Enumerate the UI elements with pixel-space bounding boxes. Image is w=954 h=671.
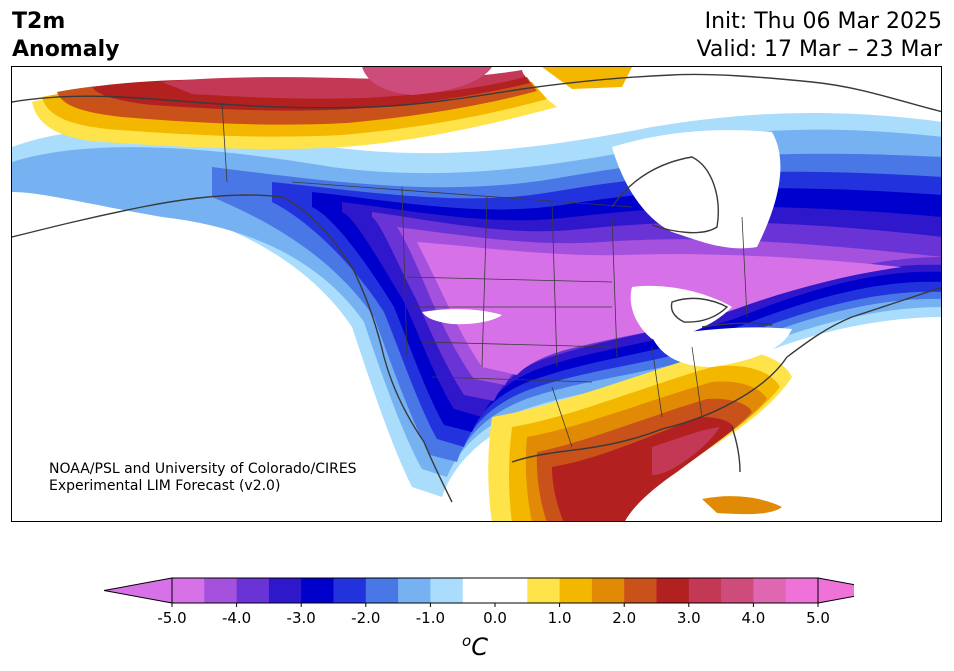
colorbar-tick-label: 4.0	[741, 609, 765, 627]
colorbar-segment	[753, 578, 787, 603]
title-line-2: Anomaly	[12, 37, 120, 62]
colorbar-tick-label: -3.0	[287, 609, 316, 627]
colorbar-unit: oC	[462, 632, 488, 661]
credit-line-1: NOAA/PSL and University of Colorado/CIRE…	[49, 461, 357, 477]
init-date: Init: Thu 06 Mar 2025	[704, 9, 942, 34]
colorbar-segment	[333, 578, 367, 603]
colorbar-segment	[688, 578, 722, 603]
credit-line-2: Experimental LIM Forecast (v2.0)	[49, 478, 281, 494]
forecast-dates: Init: Thu 06 Mar 2025 Valid: 17 Mar – 23…	[697, 8, 942, 64]
colorbar-segment	[462, 578, 496, 603]
colorbar-tick-label: 3.0	[677, 609, 701, 627]
colorbar-segment	[204, 578, 238, 603]
colorbar-segment	[365, 578, 399, 603]
warm-anomaly-south	[488, 350, 792, 521]
plot-title: T2m Anomaly	[12, 8, 119, 64]
colorbar-segment	[430, 578, 464, 603]
colorbar-segment	[785, 578, 819, 603]
map-canvas	[12, 67, 941, 521]
colorbar-segment	[301, 578, 334, 603]
colorbar-tick-label: -4.0	[222, 609, 251, 627]
anomaly-map	[11, 66, 942, 522]
unit-letter: C	[471, 633, 488, 661]
colorbar-tick-label: -5.0	[157, 609, 186, 627]
colorbar-segment	[721, 578, 754, 603]
colorbar-tick-label: -2.0	[351, 609, 380, 627]
valid-range: Valid: 17 Mar – 23 Mar	[696, 37, 942, 62]
title-line-1: T2m	[12, 9, 66, 34]
coastlines	[12, 73, 941, 503]
colorbar-tick-label: 5.0	[806, 609, 830, 627]
colorbar-svg: -5.0 -4.0 -3.0 -2.0 -1.0 0.0 1.0 2.0 3.0 4.0 5.0	[103, 577, 887, 627]
colorbar-tick-label: 1.0	[548, 609, 572, 627]
colorbar-segment	[527, 578, 561, 603]
colorbar-tick-label: -1.0	[416, 609, 445, 627]
warm-anomaly-cuba	[702, 496, 782, 515]
colorbar-segment	[172, 578, 205, 603]
colorbar: -5.0 -4.0 -3.0 -2.0 -1.0 0.0 1.0 2.0 3.0 4.0 5.0	[103, 576, 887, 636]
credit-text: NOAA/PSL and University of Colorado/CIRE…	[49, 461, 357, 495]
colorbar-tick-label: 2.0	[612, 609, 636, 627]
colorbar-segment	[559, 578, 593, 603]
colorbar-segment	[656, 578, 690, 603]
colorbar-extend-low	[103, 577, 173, 604]
colorbar-segment	[236, 578, 270, 603]
colorbar-segment	[398, 578, 431, 603]
political-borders	[221, 101, 748, 448]
colorbar-extend-high	[817, 577, 887, 604]
colorbar-segment	[268, 578, 302, 603]
colorbar-segment	[591, 578, 625, 603]
unit-degree: o	[462, 632, 472, 650]
colorbar-segment	[624, 578, 657, 603]
colorbar-segment	[495, 578, 528, 603]
colorbar-tick-label: 0.0	[483, 609, 507, 627]
